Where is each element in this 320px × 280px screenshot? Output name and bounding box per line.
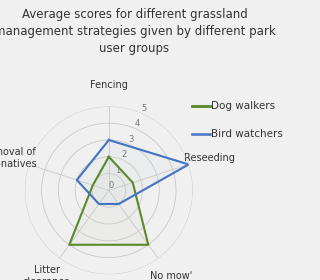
Text: Dog walkers: Dog walkers <box>211 101 275 111</box>
Text: Bird watchers: Bird watchers <box>211 129 283 139</box>
Text: Average scores for different grassland
management strategies given by different : Average scores for different grassland m… <box>0 8 275 55</box>
